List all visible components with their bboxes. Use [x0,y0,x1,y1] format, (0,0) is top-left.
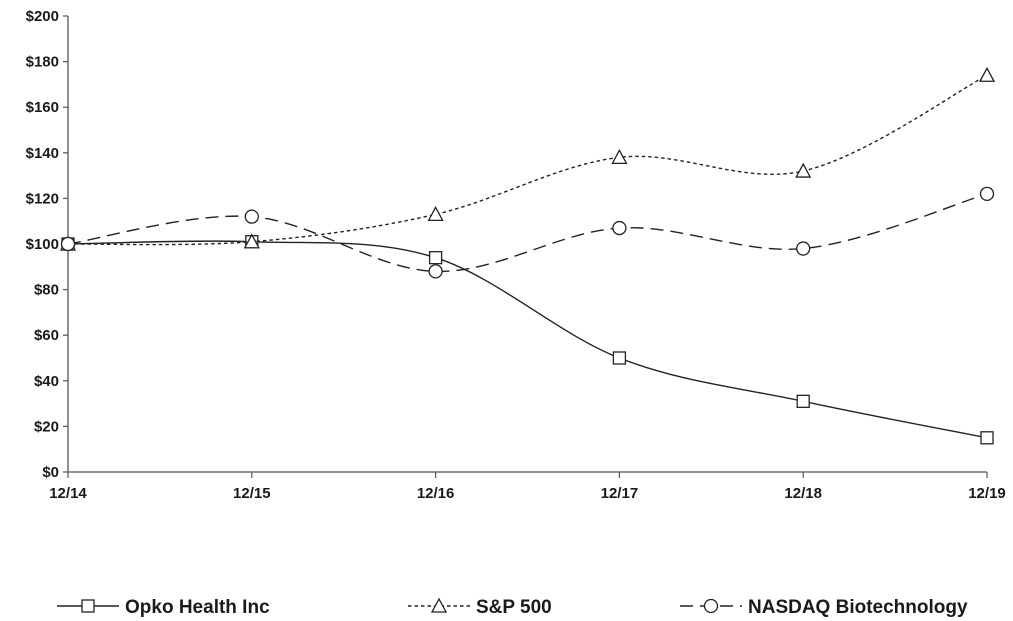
y-tick-label: $120 [26,190,59,207]
series-circle [60,186,995,279]
data-point-square [612,351,627,365]
x-tick-label: 12/16 [417,485,455,502]
data-point-circle [60,236,76,252]
chart-series [59,66,996,445]
y-tick-label: $60 [34,327,59,344]
series-line [67,193,988,273]
data-point-triangle [978,66,996,82]
data-point-circle [428,264,443,279]
y-tick-label: $40 [34,373,59,390]
data-point-circle [796,241,811,256]
y-tick-label: $200 [26,8,59,25]
data-point-triangle [611,148,628,165]
data-point-triangle [243,233,260,249]
legend-marker-circle [703,598,719,614]
series-square [61,235,994,445]
y-tick-label: $20 [34,418,59,435]
legend-label: Opko Health Inc [125,597,270,618]
y-tick-label: $100 [26,236,59,253]
x-tick-label: 12/18 [784,485,822,502]
chart-legend: Opko Health Inc S&P 500 NASDAQ Biotechnolo… [57,597,968,618]
x-tick-label: 12/17 [601,485,639,502]
data-point-triangle [427,205,444,222]
data-point-triangle [795,162,812,178]
x-tick-label: 12/14 [49,485,87,502]
data-point-circle [244,209,259,224]
legend-marker-triangle [430,597,448,613]
x-tick-label: 12/15 [233,485,271,502]
y-tick-label: $80 [34,282,59,299]
data-point-square [428,251,443,265]
legend-marker-square [81,599,95,613]
legend-item: S&P 500 [408,597,552,618]
data-point-circle [612,220,627,236]
data-point-square [796,394,810,408]
legend-label: NASDAQ Biotechnology [748,597,968,618]
y-tick-label: $180 [26,54,59,71]
y-tick-label: $0 [42,464,59,481]
chart-axes: $0 $20 $40 $60 $80 $100 $120 $140 $160 $180 $200 12… [26,8,1006,502]
series-line [67,74,988,246]
x-tick-label: 12/19 [968,485,1006,502]
y-tick-label: $140 [26,145,59,162]
y-tick-label: $160 [26,99,59,116]
series-triangle [59,66,996,251]
legend-label: S&P 500 [476,597,552,618]
data-point-circle [979,186,995,201]
series-line [67,240,988,439]
data-point-square [980,431,994,445]
legend-item: NASDAQ Biotechnology [680,597,968,618]
legend-item: Opko Health Inc [57,597,270,618]
